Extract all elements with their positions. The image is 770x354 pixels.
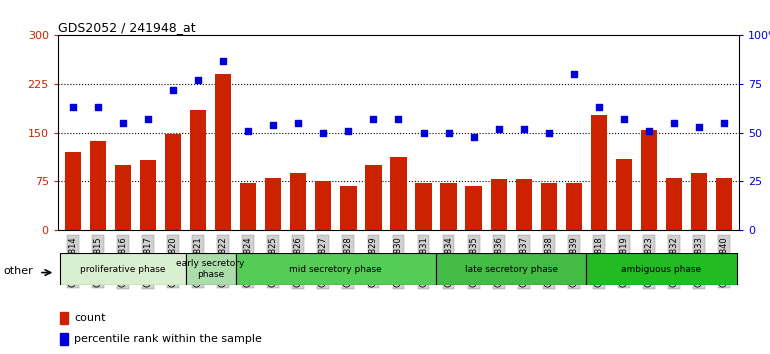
Bar (415, 183, 432, 230)
Point (517, 126, 530, 132)
Bar (541, 183, 557, 230)
Bar (340, 186, 357, 230)
Point (367, 116, 380, 122)
Point (718, 120, 730, 126)
Bar (641, 130, 657, 230)
Text: proliferative phase: proliferative phase (80, 264, 166, 274)
Point (543, 130, 555, 136)
Bar (436, 253, 587, 285)
Point (92, 104, 104, 110)
Point (67, 104, 79, 110)
Point (242, 128, 254, 133)
Point (593, 104, 605, 110)
Bar (140, 160, 156, 230)
Bar (165, 134, 181, 230)
Point (342, 128, 354, 133)
Bar (490, 179, 507, 230)
Point (417, 130, 430, 136)
Bar (60, 333, 69, 345)
Text: percentile rank within the sample: percentile rank within the sample (74, 335, 262, 344)
Bar (190, 110, 206, 230)
Text: early secretory
phase: early secretory phase (176, 259, 245, 279)
Text: ambiguous phase: ambiguous phase (621, 264, 701, 274)
Bar (89, 141, 106, 230)
Bar (315, 181, 331, 230)
Text: late secretory phase: late secretory phase (465, 264, 557, 274)
Point (668, 120, 680, 126)
Text: count: count (74, 313, 105, 323)
Bar (587, 253, 737, 285)
Point (618, 116, 630, 122)
Point (192, 77, 204, 83)
Bar (390, 158, 407, 230)
Point (292, 120, 304, 126)
Bar (716, 178, 732, 230)
Point (317, 130, 330, 136)
Point (467, 134, 480, 139)
Point (643, 128, 655, 133)
Bar (236, 253, 436, 285)
Point (142, 116, 154, 122)
Bar (115, 165, 131, 230)
Text: GDS2052 / 241948_at: GDS2052 / 241948_at (58, 21, 196, 34)
Text: mid secretory phase: mid secretory phase (290, 264, 382, 274)
Bar (691, 173, 708, 230)
Point (217, 58, 229, 63)
Bar (186, 253, 236, 285)
Point (443, 130, 455, 136)
Bar (290, 173, 306, 230)
Point (567, 72, 580, 77)
Point (493, 126, 505, 132)
Bar (591, 115, 607, 230)
Bar (215, 74, 231, 230)
Bar (566, 183, 582, 230)
Bar (466, 186, 482, 230)
Bar (240, 183, 256, 230)
Bar (60, 253, 186, 285)
Bar (265, 178, 281, 230)
Text: other: other (4, 266, 34, 276)
Point (117, 120, 129, 126)
Bar (60, 312, 69, 324)
Point (267, 122, 280, 128)
Bar (440, 183, 457, 230)
Point (392, 116, 404, 122)
Bar (666, 178, 682, 230)
Bar (65, 152, 81, 230)
Bar (516, 179, 532, 230)
Bar (365, 165, 382, 230)
Bar (616, 159, 632, 230)
Point (167, 87, 179, 93)
Point (693, 124, 705, 130)
